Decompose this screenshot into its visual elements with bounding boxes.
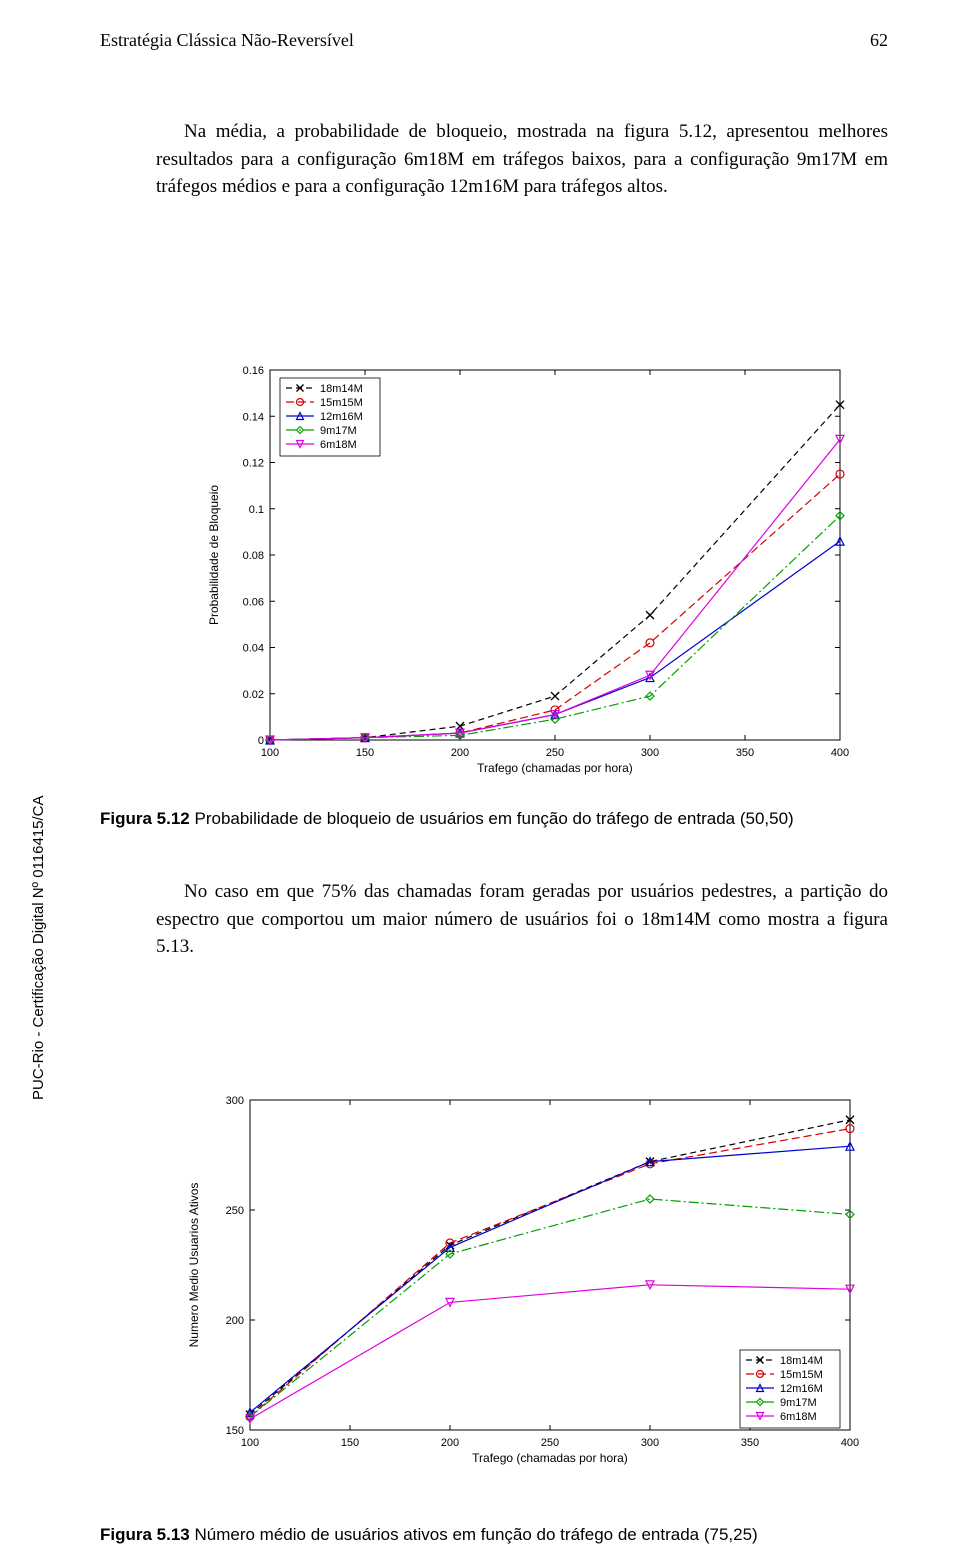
figure-caption-1: Figura 5.12 Probabilidade de bloqueio de… [196, 808, 888, 831]
svg-text:12m16M: 12m16M [780, 1383, 823, 1395]
side-certification: PUC-Rio - Certificação Digital Nº 011641… [30, 796, 47, 1100]
svg-text:100: 100 [241, 1437, 259, 1449]
figure-caption-2: Figura 5.13 Número médio de usuários ati… [100, 1524, 888, 1547]
svg-text:250: 250 [546, 747, 564, 759]
svg-text:15m15M: 15m15M [780, 1369, 823, 1381]
chart-active-users: 100150200250300350400150200250300Numero … [180, 1090, 860, 1470]
svg-text:150: 150 [226, 1425, 244, 1437]
svg-text:300: 300 [226, 1095, 244, 1107]
figure-caption-1-label: Figura 5.12 [100, 809, 190, 828]
svg-text:350: 350 [736, 747, 754, 759]
svg-text:0.04: 0.04 [243, 643, 264, 655]
svg-text:150: 150 [356, 747, 374, 759]
svg-text:100: 100 [261, 747, 279, 759]
svg-text:18m14M: 18m14M [780, 1355, 823, 1367]
svg-text:Trafego (chamadas por hora): Trafego (chamadas por hora) [477, 761, 633, 775]
svg-text:0.12: 0.12 [243, 458, 264, 470]
svg-text:0.08: 0.08 [243, 550, 264, 562]
svg-text:Numero Medio Usuarios Ativos: Numero Medio Usuarios Ativos [187, 1183, 201, 1348]
page-header: Estratégia Clássica Não-Reversível 62 [100, 30, 888, 51]
chart-blocking-probability: 100 150 200 250 300 350 400 0 0.02 0.04 0.06 0.08 0.… [200, 360, 850, 780]
svg-text:300: 300 [641, 1437, 659, 1449]
svg-text:0.1: 0.1 [249, 504, 264, 516]
svg-text:9m17M: 9m17M [320, 425, 357, 437]
svg-text:0.06: 0.06 [243, 596, 264, 608]
svg-text:6m18M: 6m18M [320, 439, 357, 451]
svg-text:12m16M: 12m16M [320, 411, 363, 423]
svg-text:250: 250 [226, 1205, 244, 1217]
svg-text:200: 200 [441, 1437, 459, 1449]
header-page-number: 62 [870, 30, 888, 51]
svg-text:Probabilidade de Bloqueio: Probabilidade de Bloqueio [207, 485, 221, 625]
svg-text:Trafego (chamadas por hora): Trafego (chamadas por hora) [472, 1451, 628, 1465]
svg-text:0.02: 0.02 [243, 689, 264, 701]
svg-text:400: 400 [831, 747, 849, 759]
svg-text:9m17M: 9m17M [780, 1397, 817, 1409]
svg-text:200: 200 [451, 747, 469, 759]
figure-caption-1-text: Probabilidade de bloqueio de usuários em… [190, 809, 794, 828]
svg-text:200: 200 [226, 1315, 244, 1327]
figure-caption-2-label: Figura 5.13 [100, 1525, 190, 1544]
svg-text:300: 300 [641, 747, 659, 759]
figure-caption-2-text: Número médio de usuários ativos em funçã… [190, 1525, 758, 1544]
svg-text:15m15M: 15m15M [320, 397, 363, 409]
svg-text:150: 150 [341, 1437, 359, 1449]
svg-text:0.16: 0.16 [243, 365, 264, 377]
svg-text:0: 0 [258, 735, 264, 747]
svg-text:250: 250 [541, 1437, 559, 1449]
svg-text:6m18M: 6m18M [780, 1411, 817, 1423]
header-title: Estratégia Clássica Não-Reversível [100, 30, 354, 51]
svg-text:18m14M: 18m14M [320, 383, 363, 395]
svg-text:0.14: 0.14 [243, 411, 264, 423]
svg-text:350: 350 [741, 1437, 759, 1449]
svg-text:400: 400 [841, 1437, 859, 1449]
paragraph-1: Na média, a probabilidade de bloqueio, m… [156, 118, 888, 201]
paragraph-2-text: No caso em que 75% das chamadas foram ge… [156, 878, 888, 961]
paragraph-1-text: Na média, a probabilidade de bloqueio, m… [156, 118, 888, 201]
paragraph-2: No caso em que 75% das chamadas foram ge… [156, 878, 888, 961]
